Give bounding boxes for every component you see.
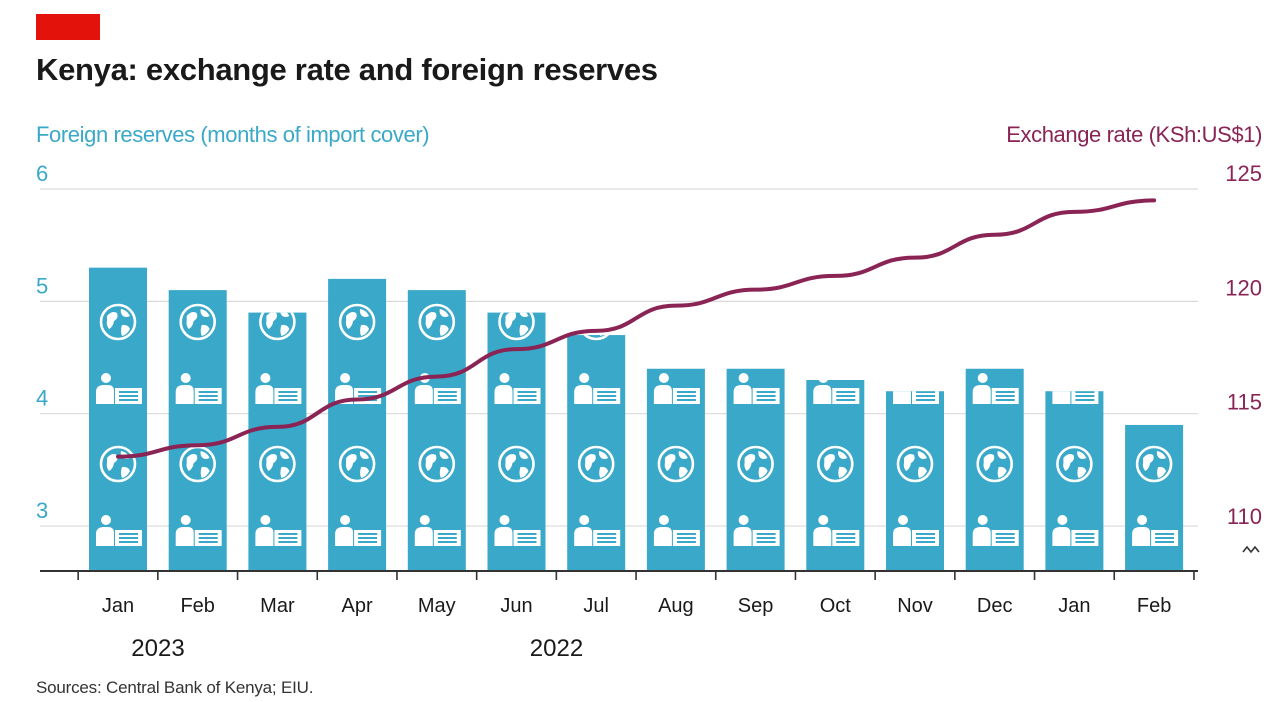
x-tick-label: Sep <box>738 595 774 617</box>
person-desk-icon <box>1132 373 1179 404</box>
right-tick-label: 120 <box>1225 275 1262 300</box>
person-desk-icon <box>813 373 860 404</box>
axis-break-icon <box>1242 545 1260 554</box>
globe-icon <box>976 303 1014 341</box>
reserves-bar <box>487 312 546 571</box>
source-note: Sources: Central Bank of Kenya; EIU. <box>36 678 314 697</box>
right-tick-label: 125 <box>1225 161 1262 186</box>
x-tick-label: Apr <box>342 595 373 617</box>
x-tick-label: Oct <box>820 595 852 617</box>
person-desk-icon <box>893 373 939 404</box>
year-label: 2022 <box>530 635 583 662</box>
globe-icon <box>577 303 615 341</box>
right-tick-label: 110 <box>1227 504 1262 529</box>
right-axis-title: Exchange rate (KSh:US$1) <box>1006 122 1262 147</box>
left-tick-label: 6 <box>36 161 48 186</box>
x-tick-label: Jul <box>583 595 609 617</box>
exchange-rate-line <box>116 198 1157 459</box>
x-tick-label: Nov <box>897 595 933 617</box>
reserves-bar <box>407 290 466 571</box>
x-tick-label: May <box>418 595 456 617</box>
reserves-bar <box>1125 424 1184 571</box>
person-desk-icon <box>1052 373 1099 404</box>
reserves-bar <box>328 278 387 571</box>
reserves-bar <box>89 267 147 571</box>
globe-icon <box>1135 303 1173 341</box>
left-tick-label: 5 <box>36 273 48 298</box>
right-tick-label: 115 <box>1227 390 1262 415</box>
year-label: 2023 <box>131 635 184 662</box>
globe-icon <box>896 303 934 341</box>
x-tick-label: Mar <box>260 595 295 617</box>
x-tick-label: Aug <box>658 595 694 617</box>
x-tick-label: Feb <box>1137 595 1171 617</box>
x-tick-label: Jan <box>1058 595 1090 617</box>
globe-icon <box>737 303 774 341</box>
x-tick-label: Feb <box>180 595 214 617</box>
reserves-bar <box>248 312 307 571</box>
x-tick-label: Jun <box>500 595 532 617</box>
reserves-bar <box>168 290 227 571</box>
left-tick-label: 4 <box>36 386 48 411</box>
globe-icon <box>816 303 854 341</box>
left-tick-label: 3 <box>36 498 48 523</box>
left-axis-title: Foreign reserves (months of import cover… <box>36 122 430 147</box>
globe-icon <box>1056 303 1093 341</box>
x-tick-label: Dec <box>977 595 1013 617</box>
globe-icon <box>657 303 695 341</box>
brand-tag <box>36 14 100 40</box>
x-tick-label: Jan <box>102 595 134 617</box>
chart-title: Kenya: exchange rate and foreign reserve… <box>36 52 658 87</box>
